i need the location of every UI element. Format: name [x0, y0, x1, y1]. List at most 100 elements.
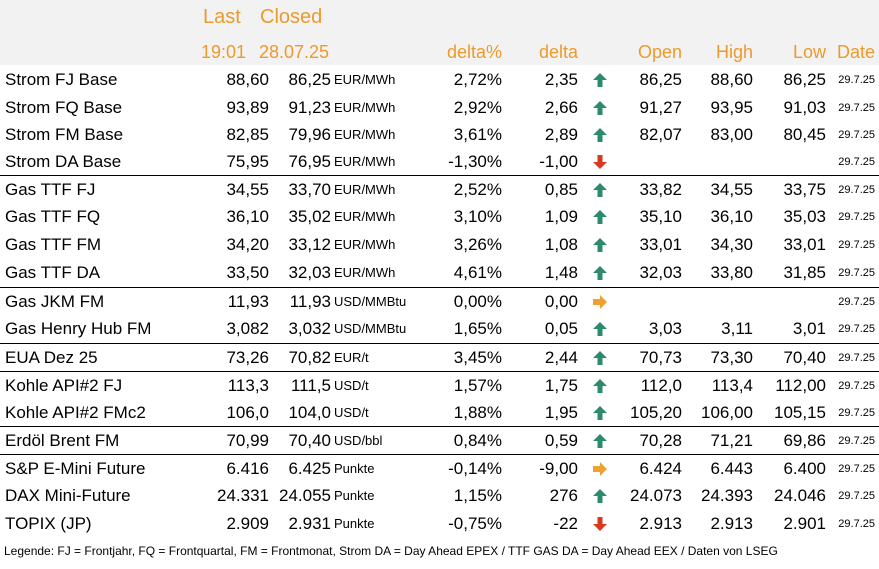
header-closed-date: 28.07.25	[259, 42, 330, 62]
cell-last: 11,93	[227, 292, 269, 311]
cell-unit: USD/t	[334, 405, 369, 420]
table-row: Strom FQ Base 93,89 91,23 2,92% 2,66 91,27 93,…	[0, 94, 879, 122]
cell-pct: -1,30%	[448, 152, 502, 171]
instrument-name: S&P E-Mini Future	[5, 459, 146, 478]
cell-delta: 1,95	[544, 403, 578, 422]
cell-open: 2.913	[639, 514, 682, 533]
cell-closed: 86,25	[288, 70, 331, 89]
instrument-name: Gas Henry Hub FM	[5, 319, 152, 338]
cell-pct: -0,14%	[448, 459, 502, 478]
cell-open: 91,27	[639, 98, 682, 117]
cell-unit: EUR/MWh	[334, 154, 396, 169]
instrument-name: TOPIX (JP)	[5, 514, 92, 533]
cell-pct: 1,65%	[453, 319, 502, 338]
arrow-right-icon	[593, 462, 607, 476]
table-row: EUA Dez 25 73,26 70,82 3,45% 2,44 70,73 73,30 7…	[0, 343, 879, 372]
cell-open: 33,01	[639, 235, 682, 254]
cell-low: 6.400	[783, 459, 826, 478]
cell-pct: 3,10%	[453, 207, 502, 226]
cell-closed: 33,12	[288, 235, 331, 254]
cell-open: 86,25	[639, 70, 682, 89]
cell-open: 70,73	[639, 348, 682, 367]
cell-low: 80,45	[783, 125, 826, 144]
cell-last: 6.416	[226, 459, 269, 478]
arrow-up-icon	[593, 351, 607, 365]
header-closed: Closed	[260, 6, 323, 28]
cell-last: 88,60	[226, 70, 269, 89]
cell-date: 29.7.25	[838, 518, 875, 530]
cell-unit: Punkte	[334, 488, 375, 503]
cell-last: 36,10	[226, 207, 269, 226]
cell-low: 24.046	[774, 486, 826, 505]
table-row: Gas TTF FJ 34,55 33,70 2,52% 0,85 33,82 34,55 3…	[0, 175, 879, 204]
cell-pct: 2,52%	[453, 180, 502, 199]
cell-open: 70,28	[639, 431, 682, 450]
cell-last: 106,0	[226, 403, 269, 422]
instrument-name: Gas TTF FJ	[5, 180, 96, 199]
cell-date: 29.7.25	[838, 211, 875, 223]
cell-date: 29.7.25	[838, 323, 875, 335]
cell-closed: 35,02	[288, 207, 331, 226]
table-header: Last Closed 19:01 28.07.25 delta% delta …	[0, 0, 879, 65]
cell-date: 29.7.25	[838, 296, 875, 308]
cell-high: 71,21	[710, 431, 753, 450]
cell-unit: USD/MMBtu	[334, 321, 407, 336]
cell-closed: 6.425	[288, 459, 331, 478]
cell-last: 73,26	[226, 348, 269, 367]
table-row: DAX Mini-Future 24.331 24.055 1,15% 276 24.07…	[0, 482, 879, 510]
arrow-up-icon	[593, 434, 607, 448]
instrument-name: Gas JKM FM	[5, 292, 105, 311]
cell-open: 35,10	[639, 207, 682, 226]
header-last-time: 19:01	[201, 42, 247, 62]
cell-closed: 70,40	[288, 431, 331, 450]
cell-closed: 11,93	[289, 292, 331, 311]
cell-unit: EUR/MWh	[334, 72, 396, 87]
cell-low: 70,40	[783, 348, 826, 367]
cell-last: 75,95	[226, 152, 269, 171]
cell-high: 34,30	[710, 235, 753, 254]
cell-open: 6.424	[639, 459, 682, 478]
cell-closed: 2.931	[288, 514, 331, 533]
cell-low: 31,85	[783, 263, 826, 282]
arrow-right-icon	[593, 295, 607, 309]
instrument-name: Kohle API#2 FJ	[5, 376, 123, 395]
cell-low: 105,15	[774, 403, 826, 422]
cell-last: 113,3	[227, 376, 269, 395]
cell-delta: -1,00	[539, 152, 578, 171]
arrow-up-icon	[593, 238, 607, 252]
cell-unit: Punkte	[334, 461, 375, 476]
cell-low: 2.901	[783, 514, 826, 533]
arrow-up-icon	[593, 266, 607, 280]
cell-high: 3,11	[721, 319, 753, 338]
cell-last: 34,20	[226, 235, 269, 254]
table-row: Gas TTF FQ 36,10 35,02 3,10% 1,09 35,10 36,10 3…	[0, 203, 879, 231]
table-row: Kohle API#2 FJ 113,3 111,5 1,57% 1,75 112,0 11…	[0, 371, 879, 400]
cell-unit: USD/bbl	[334, 433, 383, 448]
cell-date: 29.7.25	[838, 102, 875, 114]
cell-pct: 2,92%	[453, 98, 502, 117]
arrow-up-icon	[593, 406, 607, 420]
cell-pct: 2,72%	[453, 70, 502, 89]
cell-delta: -22	[553, 514, 578, 533]
cell-low: 112,00	[775, 376, 826, 395]
cell-low: 69,86	[783, 431, 826, 450]
cell-closed: 33,70	[288, 180, 331, 199]
arrow-up-icon	[593, 73, 607, 87]
cell-delta: 2,44	[544, 348, 578, 367]
cell-date: 29.7.25	[838, 435, 875, 447]
arrow-up-icon	[593, 322, 607, 336]
header-delta-pct: delta%	[446, 42, 502, 62]
cell-delta: 0,00	[544, 292, 578, 311]
cell-low: 33,01	[783, 235, 826, 254]
header-delta: delta	[538, 42, 578, 62]
cell-high: 106,00	[701, 403, 753, 422]
header-open: Open	[637, 42, 682, 62]
cell-date: 29.7.25	[838, 156, 875, 168]
table-row: Gas TTF DA 33,50 32,03 4,61% 1,48 32,03 33,80 3…	[0, 259, 879, 287]
cell-high: 88,60	[710, 70, 753, 89]
cell-unit: EUR/MWh	[334, 182, 396, 197]
cell-pct: 3,45%	[453, 348, 502, 367]
cell-high: 6.443	[710, 459, 753, 478]
table-row: S&P E-Mini Future 6.416 6.425 -0,14% -9,00 6.…	[0, 454, 879, 483]
cell-unit: USD/t	[334, 378, 369, 393]
